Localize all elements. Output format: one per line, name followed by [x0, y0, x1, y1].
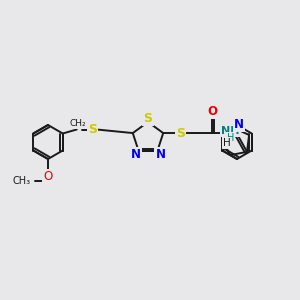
- Text: N: N: [130, 148, 141, 161]
- Text: H: H: [223, 138, 231, 148]
- Text: S: S: [143, 112, 152, 124]
- Text: N: N: [155, 148, 165, 161]
- Text: NH: NH: [221, 126, 239, 136]
- Text: S: S: [176, 127, 185, 140]
- Text: O: O: [207, 105, 217, 118]
- Text: O: O: [44, 170, 52, 184]
- Text: CH₂: CH₂: [69, 119, 86, 128]
- Text: CH₃: CH₃: [13, 176, 31, 186]
- Text: H: H: [226, 133, 234, 143]
- Text: N: N: [234, 118, 244, 131]
- Text: S: S: [88, 123, 97, 136]
